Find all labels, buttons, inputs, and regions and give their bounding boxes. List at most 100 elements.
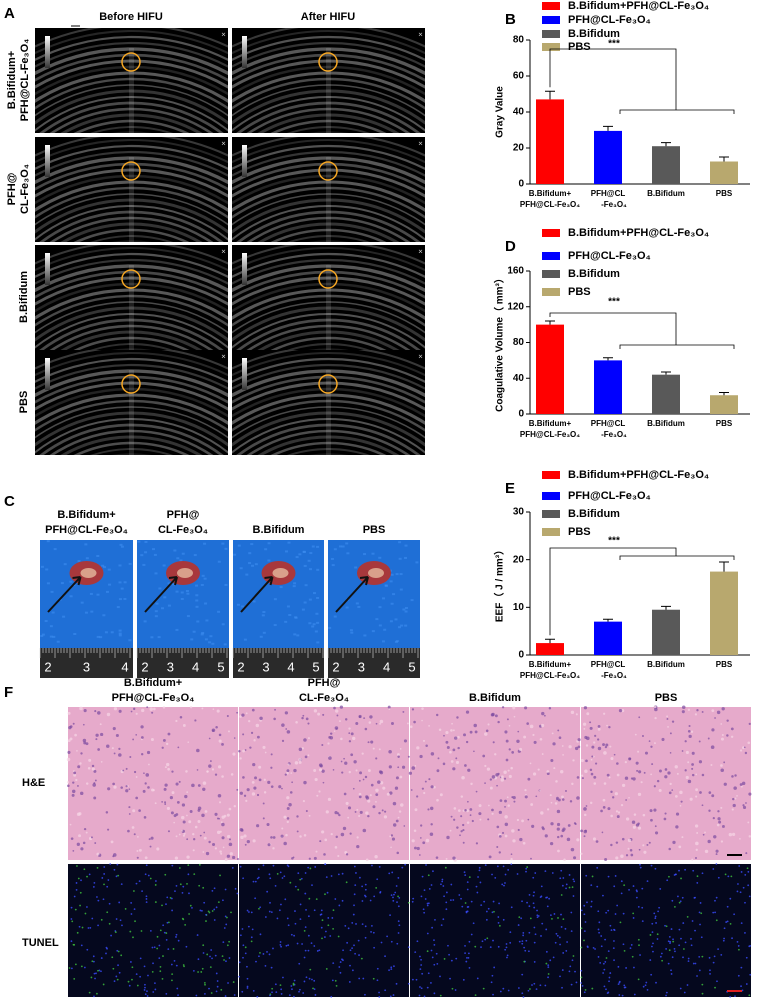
y-axis-label: EEF（ J / mm³） bbox=[493, 545, 506, 622]
significance-bracket bbox=[549, 312, 735, 349]
legend-swatch bbox=[542, 16, 560, 24]
bar bbox=[710, 395, 738, 414]
column-header: PFH@ bbox=[308, 677, 341, 689]
x-tick-label: PBS bbox=[716, 189, 733, 198]
column-header: After HIFU bbox=[301, 11, 355, 23]
he-image bbox=[68, 707, 238, 860]
significance-label: *** bbox=[608, 536, 620, 547]
he-image bbox=[581, 707, 751, 860]
ruler bbox=[233, 648, 324, 678]
column-header: PFH@CL-Fe₃O₄ bbox=[45, 524, 128, 536]
row-label: CL-Fe₃O₄ bbox=[19, 164, 31, 214]
ruler-number: 2 bbox=[44, 659, 51, 674]
arrow bbox=[47, 576, 82, 613]
legend-swatch bbox=[542, 2, 560, 10]
tunel-image bbox=[239, 864, 409, 997]
row-label: PFH@ bbox=[6, 172, 18, 205]
ruler-number: 5 bbox=[408, 659, 415, 674]
y-tick-label: 40 bbox=[513, 107, 525, 118]
legend-label: B.Bifidum bbox=[568, 508, 620, 520]
error-bar bbox=[603, 125, 613, 131]
arrow bbox=[240, 576, 274, 613]
y-tick-label: 120 bbox=[507, 301, 524, 312]
error-bar bbox=[661, 605, 671, 610]
legend-label: PFH@CL-Fe₃O₄ bbox=[568, 490, 651, 502]
x-tick-label: B.Bifidum+ bbox=[529, 419, 572, 428]
legend-swatch bbox=[542, 229, 560, 237]
column-header: PFH@ bbox=[167, 509, 200, 521]
region-marker bbox=[318, 374, 338, 394]
region-marker bbox=[318, 52, 338, 72]
y-axis-label: Coagulative Volume（ mm³） bbox=[493, 273, 506, 412]
x-tick-label: PFH@CL-Fe₃O₄ bbox=[520, 200, 580, 209]
y-tick-label: 80 bbox=[513, 35, 525, 46]
ruler bbox=[40, 648, 133, 678]
column-header: B.Bifidum+ bbox=[57, 509, 115, 521]
tissue-core bbox=[80, 568, 97, 578]
legend-swatch bbox=[542, 43, 560, 51]
y-tick-label: 10 bbox=[513, 602, 525, 613]
ruler-number: 3 bbox=[262, 659, 269, 674]
bar bbox=[652, 146, 680, 184]
specimen-photo bbox=[233, 540, 324, 648]
bar bbox=[710, 571, 738, 655]
significance-bracket bbox=[549, 48, 735, 114]
legend-swatch bbox=[542, 252, 560, 260]
ruler-number: 4 bbox=[287, 659, 294, 674]
legend-swatch bbox=[542, 492, 560, 500]
arrow bbox=[335, 576, 369, 613]
column-header: PBS bbox=[655, 692, 678, 704]
y-tick-label: 60 bbox=[513, 71, 525, 82]
significance-label: *** bbox=[608, 39, 620, 50]
region-marker bbox=[318, 269, 338, 289]
error-bar bbox=[545, 90, 555, 100]
error-bar bbox=[603, 618, 613, 622]
specimen-photo bbox=[137, 540, 229, 648]
tissue-core bbox=[177, 568, 193, 578]
x-tick-label: B.Bifidum+ bbox=[529, 660, 572, 669]
error-bar bbox=[603, 357, 613, 361]
column-header: PBS bbox=[363, 524, 386, 536]
error-bar bbox=[545, 638, 555, 644]
row-label: B.Bifidum+ bbox=[6, 51, 18, 109]
ruler bbox=[137, 648, 229, 678]
bar bbox=[594, 130, 622, 184]
row-label: PFH@CL-Fe₃O₄ bbox=[19, 39, 31, 122]
row-label: B.Bifidum bbox=[18, 271, 30, 323]
x-tick-label: -Fe₃O₄ bbox=[601, 200, 627, 209]
legend-swatch bbox=[542, 510, 560, 518]
x-tick-label: PBS bbox=[716, 660, 733, 669]
he-image bbox=[410, 707, 580, 860]
legend-label: PFH@CL-Fe₃O₄ bbox=[568, 250, 651, 262]
x-tick-label: PFH@CL bbox=[591, 419, 626, 428]
bar bbox=[536, 324, 564, 414]
legend-swatch bbox=[542, 528, 560, 536]
ruler-number: 4 bbox=[121, 659, 128, 674]
region-marker bbox=[121, 269, 141, 289]
error-bar bbox=[719, 561, 729, 572]
ruler-number: 3 bbox=[358, 659, 365, 674]
legend-label: PFH@CL-Fe₃O₄ bbox=[568, 14, 651, 26]
column-header: CL-Fe₃O₄ bbox=[158, 524, 208, 536]
column-header: PFH@CL-Fe₃O₄ bbox=[112, 692, 195, 704]
column-header: CL-Fe₃O₄ bbox=[299, 692, 349, 704]
legend-label: PBS bbox=[568, 41, 591, 53]
legend-swatch bbox=[542, 270, 560, 278]
error-bar bbox=[719, 392, 729, 396]
y-tick-label: 0 bbox=[518, 409, 524, 420]
x-tick-label: -Fe₃O₄ bbox=[601, 430, 627, 439]
region-marker bbox=[318, 161, 338, 181]
y-tick-label: 20 bbox=[513, 554, 525, 565]
tissue-core bbox=[368, 568, 384, 578]
x-tick-label: B.Bifidum bbox=[647, 419, 685, 428]
ruler-number: 2 bbox=[332, 659, 339, 674]
panel-letter: E bbox=[505, 480, 515, 497]
ruler-number: 2 bbox=[237, 659, 244, 674]
tissue-core bbox=[272, 568, 289, 578]
ruler bbox=[328, 648, 420, 678]
significance-bracket bbox=[549, 547, 735, 636]
ruler-number: 4 bbox=[192, 659, 199, 674]
x-tick-label: -Fe₃O₄ bbox=[601, 671, 627, 680]
panel-letter: F bbox=[4, 684, 13, 701]
